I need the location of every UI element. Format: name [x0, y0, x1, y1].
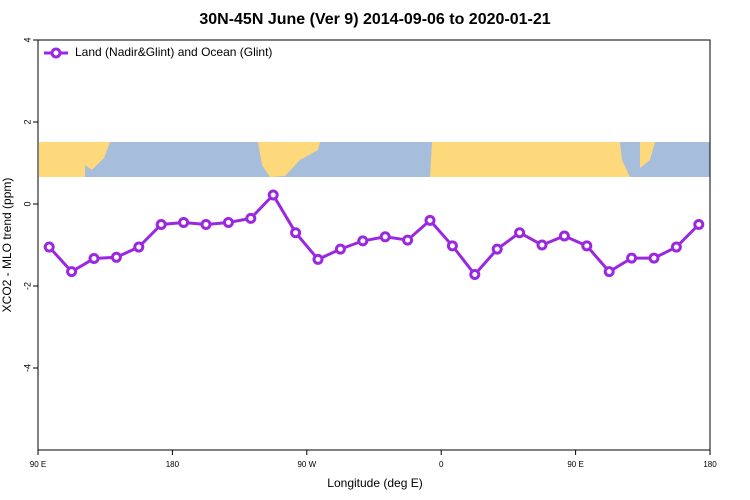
point: [133, 241, 145, 253]
chart-title: 30N-45N June (Ver 9) 2014-09-06 to 2020-…: [199, 11, 550, 28]
y-tick-label: 0: [22, 201, 32, 206]
point: [558, 230, 570, 242]
legend-marker: [50, 47, 62, 59]
y-tick-label: 2: [22, 119, 32, 124]
point: [581, 240, 593, 252]
point: [312, 253, 324, 265]
legend-label: Land (Nadir&Glint) and Ocean (Glint): [75, 45, 272, 59]
point: [66, 266, 78, 278]
point: [290, 227, 302, 239]
point: [469, 269, 481, 281]
point: [110, 251, 122, 263]
point: [670, 241, 682, 253]
legend: Land (Nadir&Glint) and Ocean (Glint): [44, 45, 272, 59]
point: [222, 216, 234, 228]
point: [514, 227, 526, 239]
point: [379, 231, 391, 243]
x-tick-label: 0: [439, 460, 444, 469]
x-tick-label: 180: [703, 460, 717, 469]
x-tick-label: 90 E: [30, 460, 46, 469]
point: [88, 253, 100, 265]
point: [267, 189, 279, 201]
point: [43, 241, 55, 253]
point: [200, 219, 212, 230]
x-tick-label: 180: [166, 460, 180, 469]
plot-frame: [37, 39, 711, 451]
x-axis-label: Longitude (deg E): [327, 476, 422, 490]
y-tick-label: 4: [22, 37, 32, 42]
point: [155, 219, 167, 230]
point: [626, 252, 638, 264]
point: [648, 252, 660, 264]
point: [245, 212, 257, 224]
point: [334, 243, 346, 255]
x-tick-label: 90 E: [567, 460, 583, 469]
point: [424, 214, 436, 226]
point: [693, 219, 705, 230]
y-axis-label: XCO2 - MLO trend (ppm): [0, 178, 14, 313]
point: [603, 266, 615, 278]
series-line: [48, 192, 700, 277]
map-band: [39, 142, 710, 177]
point: [446, 240, 458, 252]
y-tick-label: -4: [22, 364, 32, 372]
point: [491, 243, 503, 255]
point: [402, 234, 414, 246]
y-tick-label: -2: [22, 282, 32, 290]
point: [536, 239, 548, 251]
x-tick-label: 90 W: [297, 460, 316, 469]
point: [178, 216, 190, 228]
point: [357, 235, 369, 247]
